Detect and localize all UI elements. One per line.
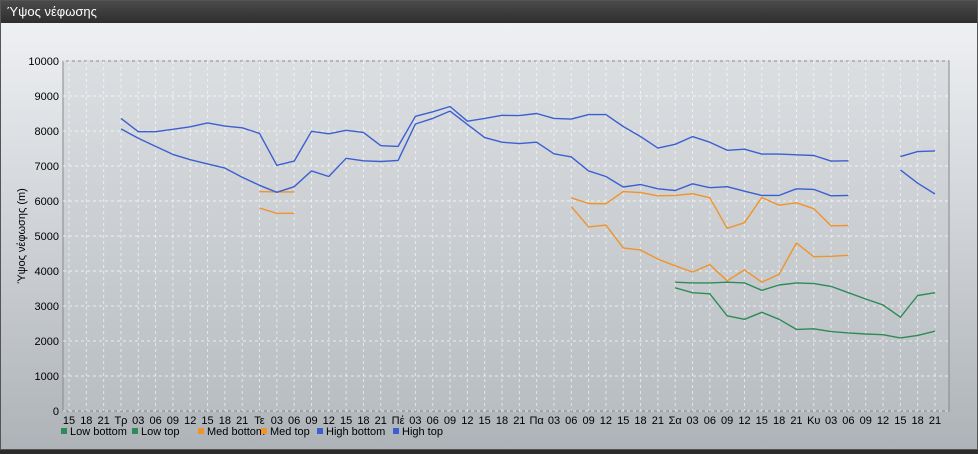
x-tick-label: 15 xyxy=(894,415,906,427)
grid-lines xyxy=(63,60,949,412)
y-tick-label: 1000 xyxy=(35,371,59,383)
y-tick-label: 4000 xyxy=(35,266,59,278)
x-tick-label: 12 xyxy=(184,415,196,427)
title-bar: Ύψος νέφωσης xyxy=(1,1,977,23)
x-tick-label: 09 xyxy=(167,415,179,427)
legend-label: High bottom xyxy=(326,426,385,438)
series-line-high-bottom xyxy=(120,110,936,197)
x-tick-label: 15 xyxy=(63,415,75,427)
y-tick-label: 7000 xyxy=(35,161,59,173)
x-tick-label: 15 xyxy=(756,415,768,427)
series-lines xyxy=(120,105,936,339)
y-tick-label: 8000 xyxy=(35,126,59,138)
y-tick-label: 3000 xyxy=(35,301,59,313)
x-tick-label: 06 xyxy=(149,415,161,427)
x-tick-label: 18 xyxy=(773,415,785,427)
x-tick-label: 03 xyxy=(132,415,144,427)
x-tick-label: 06 xyxy=(842,415,854,427)
series-line-low-bottom xyxy=(675,287,936,339)
x-tick-label: 15 xyxy=(340,415,352,427)
x-tick-label: 12 xyxy=(877,415,889,427)
x-tick-label: 03 xyxy=(686,415,698,427)
x-tick-label: 09 xyxy=(582,415,594,427)
x-tick-label: 03 xyxy=(825,415,837,427)
x-tick-label: 21 xyxy=(652,415,664,427)
x-tick-label: 06 xyxy=(427,415,439,427)
x-tick-label: 12 xyxy=(738,415,750,427)
x-tick-label: 06 xyxy=(565,415,577,427)
legend-swatch xyxy=(61,428,67,434)
series-line-high-top xyxy=(120,105,936,166)
y-tick-label: 2000 xyxy=(35,336,59,348)
x-tick-label: 15 xyxy=(617,415,629,427)
x-tick-label: 03 xyxy=(409,415,421,427)
window-title: Ύψος νέφωσης xyxy=(7,4,97,19)
legend-label: Low bottom xyxy=(70,426,127,438)
x-tick-label: 18 xyxy=(80,415,92,427)
y-axis: 0 1000 2000 3000 4000 5000 6000 7000 8000 9000 100… xyxy=(28,56,59,418)
y-axis-label: Ύψος νέφωσης (m) xyxy=(16,188,28,284)
x-tick-label: 06 xyxy=(704,415,716,427)
x-tick-label: Κυ xyxy=(807,415,820,427)
x-tick-label: 12 xyxy=(600,415,612,427)
x-tick-label: 21 xyxy=(375,415,387,427)
x-tick-label: 09 xyxy=(444,415,456,427)
y-tick-label: 5000 xyxy=(35,231,59,243)
x-axis: 15 18 21 Τρ 03 06 09 12 15 18 21 Τε 03 06 09 12 15 18 21 Πέ… xyxy=(63,415,941,427)
legend: Low bottom Low top Med bottom Med top High b… xyxy=(61,426,443,438)
x-tick-label: 09 xyxy=(305,415,317,427)
x-tick-label: 15 xyxy=(479,415,491,427)
cloud-height-chart: 0 1000 2000 3000 4000 5000 6000 7000 8000 9000 100… xyxy=(16,56,950,438)
legend-swatch xyxy=(132,428,138,434)
legend-label: Med top xyxy=(270,426,310,438)
x-tick-label: 12 xyxy=(323,415,335,427)
y-tick-label: 6000 xyxy=(35,196,59,208)
y-tick-label: 10000 xyxy=(28,56,59,68)
x-tick-label: 12 xyxy=(461,415,473,427)
legend-swatch xyxy=(198,428,204,434)
x-tick-label: 21 xyxy=(929,415,941,427)
x-tick-label: 06 xyxy=(288,415,300,427)
x-tick-label: 03 xyxy=(271,415,283,427)
x-tick-label: 18 xyxy=(219,415,231,427)
legend-label: Med bottom xyxy=(207,426,265,438)
legend-swatch xyxy=(317,428,323,434)
x-tick-label: 15 xyxy=(201,415,213,427)
x-tick-label: 18 xyxy=(912,415,924,427)
y-tick-label: 0 xyxy=(53,406,59,418)
x-tick-label: 21 xyxy=(98,415,110,427)
x-tick-label: 18 xyxy=(496,415,508,427)
series-line-med-bottom xyxy=(259,206,849,283)
x-tick-label: 21 xyxy=(790,415,802,427)
x-tick-label: Πα xyxy=(529,415,544,427)
x-tick-label: Σα xyxy=(669,415,683,427)
legend-label: Low top xyxy=(141,426,180,438)
x-tick-label: 09 xyxy=(860,415,872,427)
series-line-low-top xyxy=(675,281,936,318)
x-tick-label: 21 xyxy=(513,415,525,427)
x-tick-label: 03 xyxy=(548,415,560,427)
x-tick-label: 09 xyxy=(721,415,733,427)
x-tick-label: Τε xyxy=(254,415,265,427)
legend-label: High top xyxy=(402,426,443,438)
legend-swatch xyxy=(261,428,267,434)
legend-swatch xyxy=(393,428,399,434)
x-tick-label: 21 xyxy=(236,415,248,427)
x-tick-label: 18 xyxy=(634,415,646,427)
y-tick-label: 9000 xyxy=(35,91,59,103)
x-tick-label: Πέ xyxy=(392,415,405,427)
x-tick-label: 18 xyxy=(357,415,369,427)
x-tick-label: Τρ xyxy=(114,415,127,427)
chart-area: 0 1000 2000 3000 4000 5000 6000 7000 8000 9000 100… xyxy=(1,23,977,449)
